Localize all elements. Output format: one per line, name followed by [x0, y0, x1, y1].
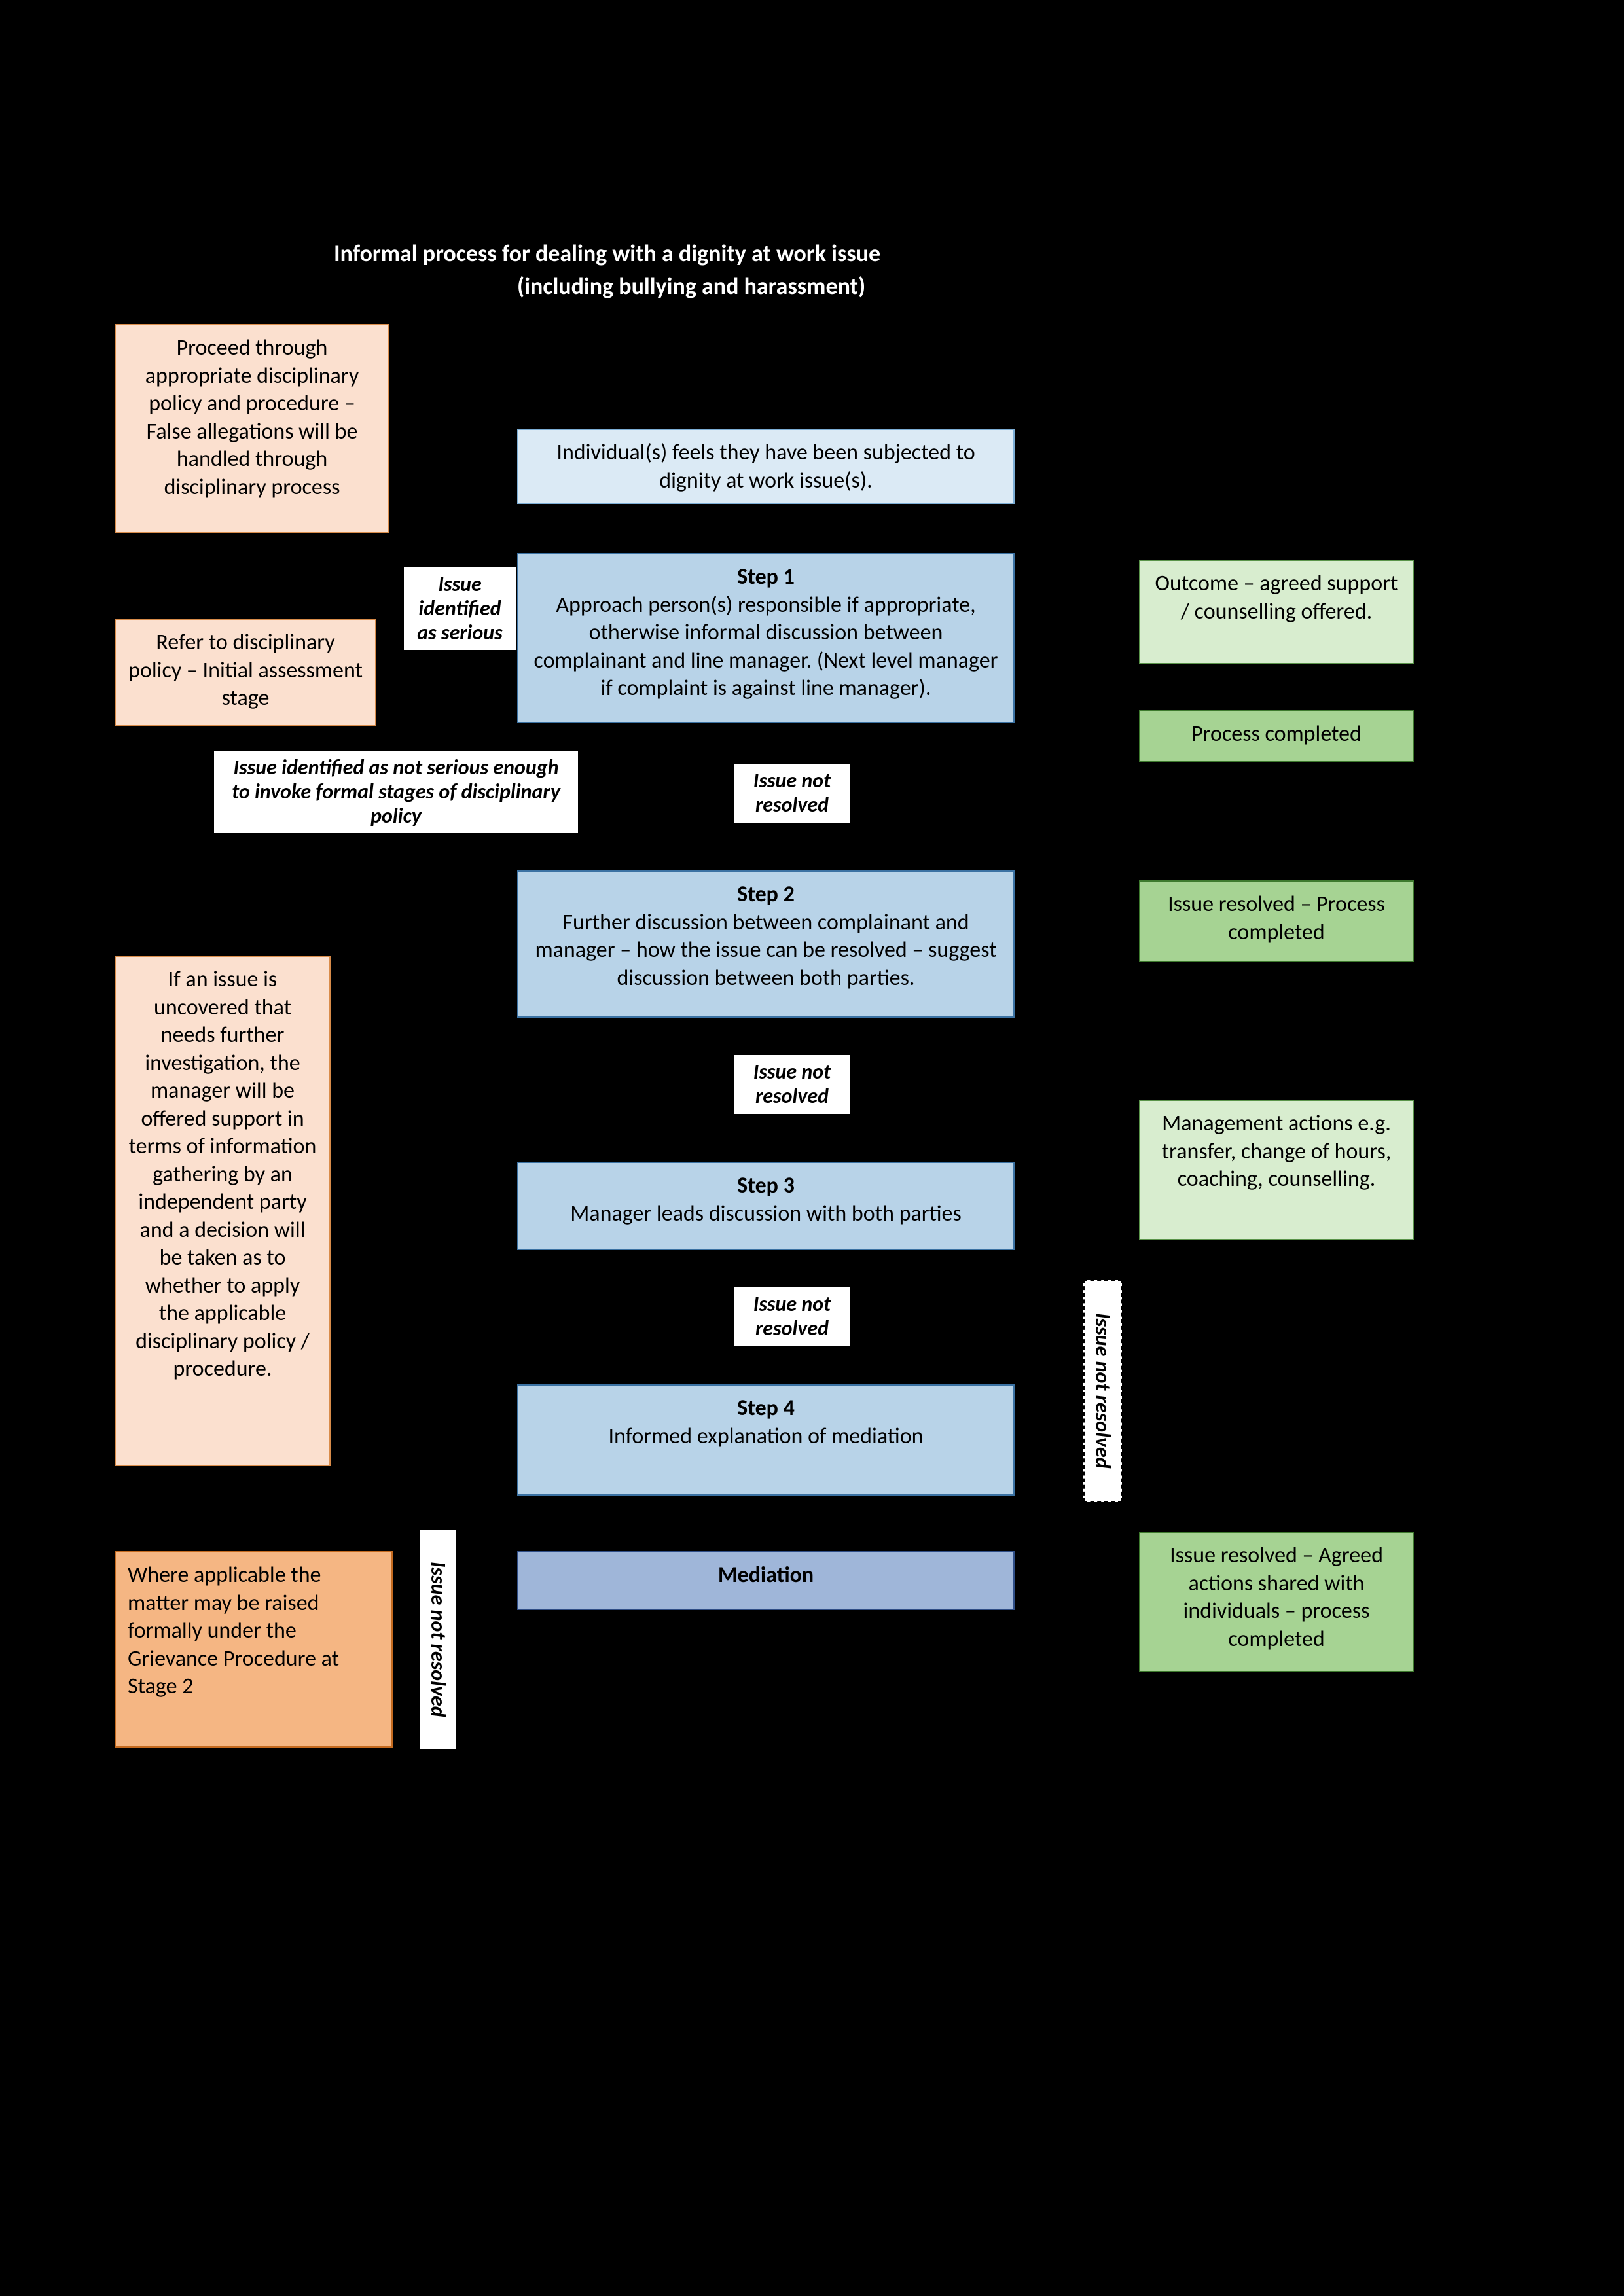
- label-nr2-text: Issue not resolved: [753, 1059, 831, 1109]
- mediation-title: Mediation: [530, 1562, 1001, 1590]
- mediation-node: Mediation: [517, 1551, 1015, 1610]
- step3-text: Manager leads discussion with both parti…: [570, 1200, 962, 1227]
- step3-node: Step 3 Manager leads discussion with bot…: [517, 1162, 1015, 1250]
- start-node: Individual(s) feels they have been subje…: [517, 429, 1015, 504]
- label-nr3-text: Issue not resolved: [753, 1291, 831, 1341]
- mgmt-actions-node: Management actions e.g. transfer, change…: [1139, 1100, 1414, 1240]
- step4-text: Informed explanation of mediation: [608, 1423, 923, 1450]
- refer-text: Refer to disciplinary policy – Initial a…: [128, 629, 363, 711]
- label-not-serious-text: Issue identified as not serious enough t…: [232, 755, 560, 829]
- label-issue-serious: Issue identified as serious: [403, 566, 517, 651]
- title-line-1: Informal process for dealing with a dign…: [334, 239, 880, 268]
- investigation-node: If an issue is uncovered that needs furt…: [115, 956, 331, 1466]
- issue-resolved-process-node: Issue resolved – Process completed: [1139, 880, 1414, 962]
- issue-resolved-process-text: Issue resolved – Process completed: [1168, 891, 1385, 946]
- process-completed-text: Process completed: [1191, 721, 1362, 747]
- label-nr-mediation-left-text: Issue not resolved: [425, 1562, 451, 1717]
- grievance-text: Where applicable the matter may be raise…: [128, 1562, 339, 1700]
- process-completed-node: Process completed: [1139, 710, 1414, 762]
- mgmt-actions-text: Management actions e.g. transfer, change…: [1162, 1110, 1392, 1193]
- step4-title: Step 4: [530, 1395, 1001, 1423]
- label-nr-mgmt-dashed-text: Issue not resolved: [1090, 1313, 1115, 1469]
- label-nr-mediation-left: Issue not resolved: [419, 1528, 458, 1751]
- label-nr1-text: Issue not resolved: [753, 768, 831, 817]
- outcome1-node: Outcome – agreed support / counselling o…: [1139, 560, 1414, 664]
- step2-text: Further discussion between complainant a…: [535, 909, 996, 992]
- label-nr-mgmt-dashed: Issue not resolved: [1083, 1280, 1122, 1502]
- label-nr3: Issue not resolved: [733, 1286, 851, 1348]
- step1-text: Approach person(s) responsible if approp…: [533, 592, 998, 702]
- step3-title: Step 3: [530, 1172, 1001, 1200]
- investigation-text: If an issue is uncovered that needs furt…: [129, 966, 317, 1382]
- step2-node: Step 2 Further discussion between compla…: [517, 870, 1015, 1018]
- title-line-2: (including bullying and harassment): [517, 272, 865, 300]
- grievance-node: Where applicable the matter may be raise…: [115, 1551, 393, 1748]
- step1-title: Step 1: [530, 564, 1001, 592]
- issue-resolved-agreed-text: Issue resolved – Agreed actions shared w…: [1170, 1542, 1383, 1653]
- proceed-node: Proceed through appropriate disciplinary…: [115, 324, 389, 533]
- label-nr2: Issue not resolved: [733, 1054, 851, 1115]
- issue-resolved-agreed-node: Issue resolved – Agreed actions shared w…: [1139, 1532, 1414, 1672]
- label-nr1: Issue not resolved: [733, 762, 851, 824]
- step4-node: Step 4 Informed explanation of mediation: [517, 1384, 1015, 1496]
- start-text: Individual(s) feels they have been subje…: [556, 439, 975, 494]
- step2-title: Step 2: [530, 881, 1001, 909]
- proceed-text: Proceed through appropriate disciplinary…: [145, 334, 359, 501]
- outcome1-text: Outcome – agreed support / counselling o…: [1155, 570, 1398, 625]
- label-not-serious: Issue identified as not serious enough t…: [213, 749, 579, 834]
- label-issue-serious-text: Issue identified as serious: [417, 571, 503, 645]
- step1-node: Step 1 Approach person(s) responsible if…: [517, 553, 1015, 723]
- refer-node: Refer to disciplinary policy – Initial a…: [115, 619, 376, 726]
